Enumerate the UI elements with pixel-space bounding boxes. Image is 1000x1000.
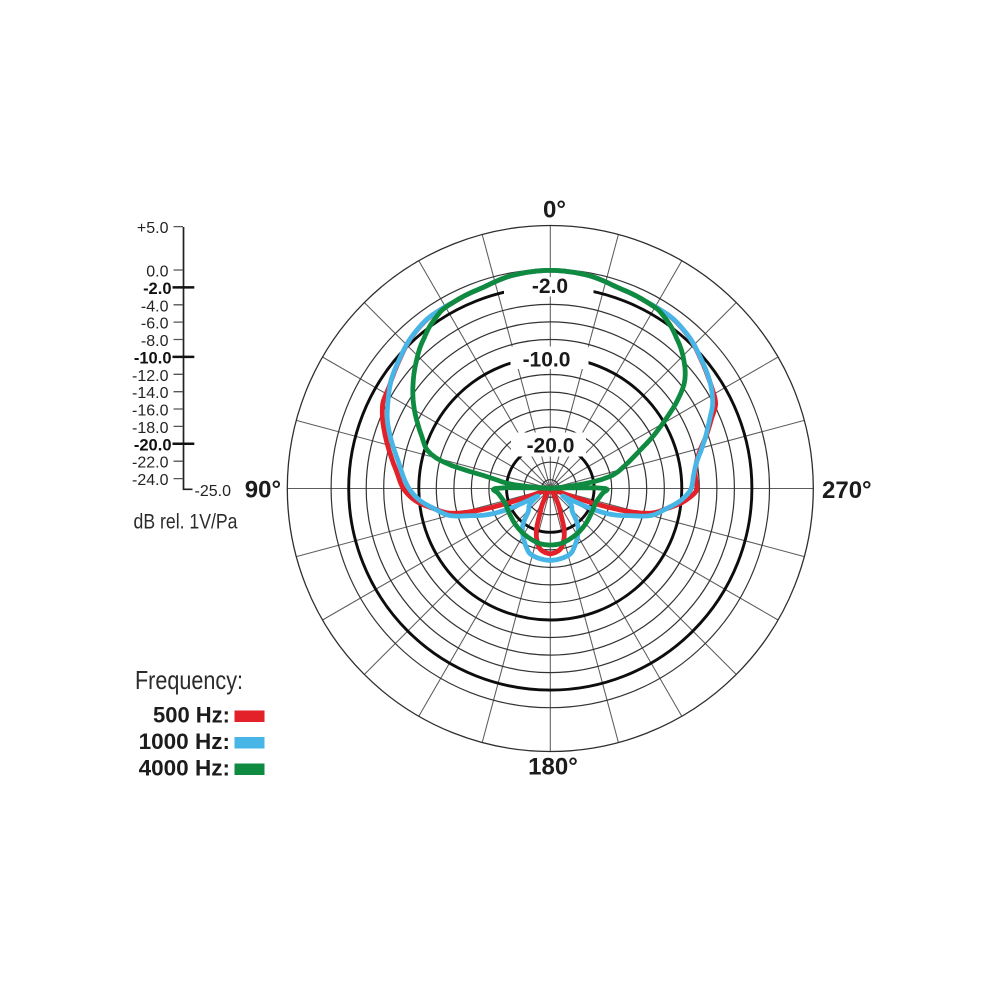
svg-text:-8.0: -8.0 [141, 333, 169, 350]
svg-text:180°: 180° [528, 754, 578, 781]
svg-text:1000 Hz:: 1000 Hz: [139, 729, 230, 754]
svg-text:-22.0: -22.0 [132, 455, 169, 472]
svg-text:270°: 270° [822, 477, 872, 504]
svg-text:-20.0: -20.0 [527, 435, 575, 458]
svg-text:-10.0: -10.0 [523, 349, 571, 372]
svg-text:-4.0: -4.0 [141, 298, 169, 315]
svg-text:-14.0: -14.0 [132, 385, 169, 402]
svg-text:-2.0: -2.0 [532, 275, 568, 298]
svg-text:-20.0: -20.0 [134, 436, 172, 454]
svg-text:-12.0: -12.0 [132, 368, 169, 385]
svg-text:Frequency:: Frequency: [135, 665, 243, 695]
svg-text:500 Hz:: 500 Hz: [153, 703, 230, 728]
svg-text:0°: 0° [543, 196, 566, 223]
svg-text:-10.0: -10.0 [134, 349, 172, 367]
svg-text:-18.0: -18.0 [132, 420, 169, 437]
svg-text:90°: 90° [245, 477, 281, 504]
svg-text:0.0: 0.0 [146, 264, 168, 281]
svg-text:-24.0: -24.0 [132, 472, 169, 489]
svg-text:-16.0: -16.0 [132, 403, 169, 420]
svg-text:dB rel. 1V/Pa: dB rel. 1V/Pa [134, 511, 238, 534]
svg-text:+5.0: +5.0 [137, 220, 169, 237]
svg-text:4000 Hz:: 4000 Hz: [139, 755, 230, 780]
svg-text:-2.0: -2.0 [143, 280, 171, 298]
svg-text:-25.0: -25.0 [195, 483, 232, 500]
svg-text:-6.0: -6.0 [141, 316, 169, 333]
